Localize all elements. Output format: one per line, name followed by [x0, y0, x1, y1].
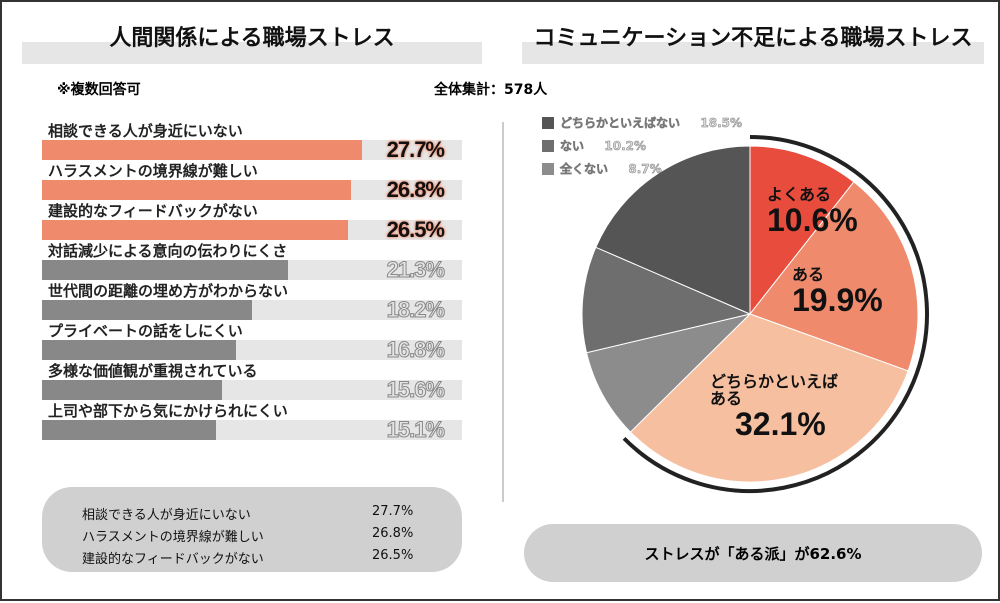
bar-fill: [42, 380, 222, 400]
legend-swatch: [542, 162, 554, 175]
bar-value: 15.1%: [386, 417, 445, 443]
bar-label: プライベートの話をしにくい: [48, 322, 243, 340]
summary-label: 建設的なフィードバックがない: [82, 552, 264, 567]
bar-fill: [42, 300, 252, 320]
legend-item: ない 10.2%: [542, 137, 646, 154]
bar-value: 16.8%: [386, 337, 445, 363]
bar-label: 相談できる人が身近にいない: [48, 122, 243, 140]
bar-row: 相談できる人が身近にいない 27.7%: [42, 120, 462, 162]
summary-row: ハラスメントの境界線が難しい 26.8%: [82, 526, 422, 545]
slice-value: 19.9%: [792, 281, 883, 318]
bar-value: 15.6%: [386, 377, 445, 403]
legend-label: ない: [560, 139, 585, 154]
legend-item: どちらかといえばない 18.5%: [542, 114, 742, 131]
legend-value: 10.2%: [604, 138, 647, 153]
left-title-bar: [22, 42, 482, 64]
slice-name: ある: [792, 265, 825, 284]
bar-label: ハラスメントの境界線が難しい: [48, 162, 258, 180]
bar-value: 26.5%: [386, 217, 445, 242]
slice-name: よくある: [767, 185, 832, 204]
slice-label-aru: ある 19.9%: [792, 265, 883, 318]
legend-value: 18.5%: [700, 115, 743, 130]
bar-fill: [42, 140, 362, 160]
left-summary-box: [42, 487, 462, 572]
bar-row: 世代間の距離の埋め方がわからない 18.2%: [42, 280, 462, 323]
bar-row: 多様な価値観が重視されている 15.6%: [42, 360, 462, 403]
right-summary-box: ストレスが「ある派」が62.6%: [524, 524, 982, 582]
bar-label: 多様な価値観が重視されている: [48, 362, 258, 380]
summary-value: 26.5%: [372, 548, 414, 563]
summary-label: ハラスメントの境界線が難しい: [82, 530, 264, 545]
bar-label: 上司や部下から気にかけられにくい: [48, 402, 288, 420]
bar-row: プライベートの話をしにくい 16.8%: [42, 320, 462, 363]
bar-value: 26.8%: [386, 177, 445, 202]
bar-row: 建設的なフィードバックがない 26.5%: [42, 200, 462, 242]
bar-label: 建設的なフィードバックがない: [48, 202, 258, 220]
bar-fill: [42, 220, 348, 240]
slice-name: ある: [710, 388, 743, 408]
bar-fill: [42, 340, 236, 360]
slice-value: 10.6%: [767, 201, 858, 238]
bar-value: 27.7%: [386, 137, 445, 162]
legend-item: 全くない 8.7%: [542, 160, 662, 177]
summary-row: 建設的なフィードバックがない 26.5%: [82, 548, 422, 567]
legend-swatch: [542, 139, 554, 152]
left-title: 人間関係による職場ストレス: [109, 26, 395, 51]
divider: [502, 122, 504, 502]
stress-summary: ストレスが「ある派」が62.6%: [644, 544, 862, 563]
right-title-bar: [522, 42, 984, 64]
multiple-answer-note: ※複数回答可: [57, 82, 141, 98]
slice-name: どちらかといえば: [710, 372, 839, 391]
bar-row: ハラスメントの境界線が難しい 26.8%: [42, 160, 462, 202]
slice-label-dochiraka-aru: どちらかといえば ある 32.1%: [710, 372, 839, 442]
bar-fill: [42, 260, 288, 280]
summary-value: 27.7%: [372, 504, 414, 519]
legend-swatch: [542, 116, 554, 129]
bar-value: 21.3%: [386, 257, 445, 283]
bar-fill: [42, 420, 217, 440]
summary-value: 26.8%: [372, 526, 414, 541]
pie-slice: [581, 246, 752, 354]
bar-fill: [42, 180, 352, 200]
slice-label-yoku-aru: よくある 10.6%: [767, 185, 858, 238]
summary-row: 相談できる人が身近にいない 27.7%: [82, 504, 422, 523]
total-count: 全体集計：578人: [434, 82, 548, 98]
bar-label: 対話減少による意向の伝わりにくさ: [48, 242, 288, 260]
slice-value: 32.1%: [735, 405, 826, 442]
summary-label: 相談できる人が身近にいない: [82, 508, 251, 523]
legend-label: 全くない: [560, 162, 609, 177]
bar-row: 対話減少による意向の伝わりにくさ 21.3%: [42, 240, 462, 283]
legend-label: どちらかといえばない: [560, 116, 681, 131]
bar-label: 世代間の距離の埋め方がわからない: [48, 282, 289, 300]
right-title: コミュニケーション不足による職場ストレス: [533, 26, 973, 51]
legend-value: 8.7%: [628, 161, 662, 176]
bar-row: 上司や部下から気にかけられにくい 15.1%: [42, 400, 462, 443]
bar-value: 18.2%: [386, 297, 445, 323]
